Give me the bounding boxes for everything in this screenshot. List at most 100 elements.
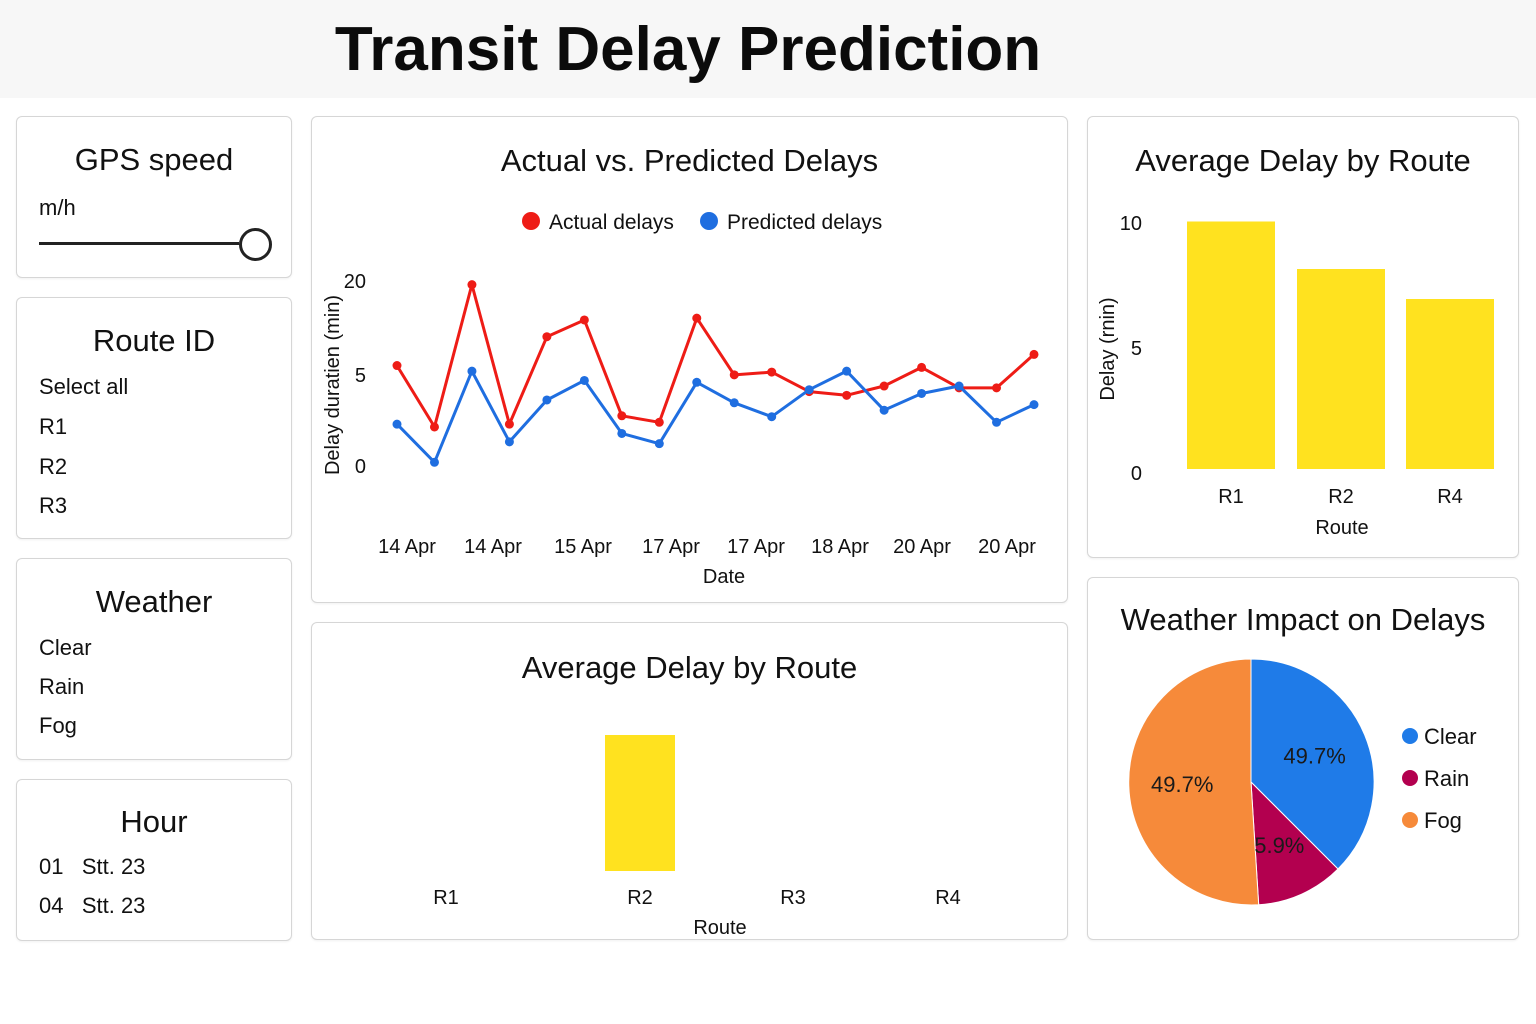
y-tick-label: 0: [355, 456, 366, 478]
data-point-predicted: [879, 405, 889, 415]
route-option-select-all[interactable]: Select all: [39, 374, 129, 399]
weather-option-rain[interactable]: Rain: [39, 674, 85, 699]
legend-actual-marker: [522, 212, 540, 230]
legend-fog-label: Fog: [1424, 808, 1462, 833]
legend-clear-marker: [1402, 728, 1418, 744]
x-tick-label: R4: [1437, 486, 1463, 508]
route-option-r1[interactable]: R1: [39, 414, 68, 439]
x-tick-label: 17 Apr: [642, 536, 700, 558]
data-point-predicted: [917, 388, 927, 398]
legend-predicted-marker: [700, 212, 718, 230]
data-point-actual: [654, 417, 664, 427]
y-tick-label: 5: [355, 365, 366, 387]
pie-chart: 49.7% 5.9% 49.7% Clear Rain Fog: [1128, 658, 1477, 906]
pie-data-label: 49.7%: [1151, 772, 1213, 797]
bar-route-r2: [605, 735, 675, 871]
route-id-title: Route ID: [92, 323, 216, 358]
data-point-actual: [917, 362, 927, 372]
hour-option-label: Stt. 23: [81, 893, 146, 918]
gps-speed-title: GPS speed: [74, 142, 234, 177]
data-point-actual: [579, 315, 589, 325]
data-point-predicted: [392, 419, 402, 429]
x-axis-label: Route: [693, 917, 746, 938]
gps-speed-slider-track[interactable]: [39, 242, 239, 245]
pie-data-label: 5.9%: [1254, 833, 1304, 858]
weather-title: Weather: [95, 584, 213, 619]
bar-chart-route-card: Average Delay by Route 10 5 0 Delay (rni…: [1087, 116, 1519, 558]
hour-option-label: Stt. 23: [81, 854, 146, 879]
weather-option-fog[interactable]: Fog: [39, 713, 77, 738]
page-title: Transit Delay Prediction: [334, 15, 1042, 84]
data-point-predicted: [842, 366, 852, 376]
data-point-predicted: [429, 457, 439, 467]
x-tick-label: 18 Apr: [811, 536, 869, 558]
series-line-actual: [395, 283, 1035, 429]
line-chart-card: Actual vs. Predicted Delays Actual delay…: [311, 116, 1068, 603]
data-point-predicted: [954, 381, 964, 391]
data-point-actual: [729, 370, 739, 380]
x-axis-label: Route: [1315, 517, 1368, 539]
bar-chart-bottom-card: Average Delay by Route R1 R2 R3 R4 Route: [311, 622, 1068, 940]
data-point-predicted: [992, 417, 1002, 427]
hour-option-number: 04: [39, 893, 64, 918]
hour-title: Hour: [120, 804, 188, 839]
y-axis-label: Delay (rnin): [1097, 297, 1119, 400]
data-point-actual: [542, 332, 552, 342]
x-tick-label: 15 Apr: [554, 536, 612, 558]
x-tick-label: R2: [1328, 486, 1354, 508]
x-tick-label: 14 Apr: [378, 536, 436, 558]
weather-option-clear[interactable]: Clear: [39, 635, 92, 660]
data-point-predicted: [729, 398, 739, 408]
data-point-actual: [879, 381, 889, 391]
data-point-predicted: [579, 375, 589, 385]
route-option-r3[interactable]: R3: [39, 493, 68, 518]
x-tick-label: R1: [433, 887, 459, 909]
hour-option[interactable]: 04 Stt. 23: [39, 893, 145, 919]
data-point-actual: [504, 419, 514, 429]
bar-route-r4: [1406, 299, 1494, 469]
hour-option[interactable]: 01 Stt. 23: [39, 854, 145, 880]
gps-speed-slider-handle[interactable]: [239, 228, 272, 261]
pie-chart-card: Weather Impact on Delays 49.7% 5.9% 49.7% …: [1087, 577, 1519, 940]
legend-rain-marker: [1402, 770, 1418, 786]
data-point-predicted: [467, 366, 477, 376]
route-option-r2[interactable]: R2: [39, 454, 68, 479]
pie-slice-clear: [1250, 658, 1375, 870]
bar-chart-bottom-title: Average Delay by Route: [521, 650, 858, 685]
line-chart-title: Actual vs. Predicted Delays: [500, 143, 879, 178]
y-tick-label: 5: [1131, 338, 1142, 360]
legend-clear-label: Clear: [1424, 724, 1477, 749]
data-point-predicted: [504, 437, 514, 447]
data-point-actual: [842, 390, 852, 400]
y-tick-label: 10: [1120, 213, 1142, 235]
weather-card: Weather Clear Rain Fog: [16, 558, 292, 760]
x-tick-label: R4: [935, 887, 961, 909]
data-point-predicted: [654, 439, 664, 449]
data-point-predicted: [767, 412, 777, 422]
hour-card: Hour 01 Stt. 23 04 Stt. 23: [16, 779, 292, 941]
x-tick-label: 14 Apr: [464, 536, 522, 558]
data-point-predicted: [804, 385, 814, 395]
data-point-predicted: [692, 377, 702, 387]
series-line-predicted: [395, 369, 1035, 464]
bar-chart-route-title: Average Delay by Route: [1135, 143, 1471, 178]
data-point-predicted: [1029, 400, 1039, 410]
y-axis-label: Delay duratien (min): [322, 295, 344, 475]
y-tick-label: 0: [1131, 463, 1142, 485]
x-tick-label: 20 Apr: [978, 536, 1036, 558]
x-axis-label: Date: [703, 566, 745, 588]
route-id-card: Route ID Select all R1 R2 R3: [16, 297, 292, 539]
legend-predicted-label: Predicted delays: [727, 211, 882, 234]
bar-route-r2: [1297, 269, 1385, 469]
data-point-predicted: [542, 395, 552, 405]
data-point-actual: [392, 361, 402, 371]
data-point-actual: [1029, 349, 1039, 359]
x-tick-label: R2: [627, 887, 653, 909]
legend-actual-label: Actual delays: [549, 211, 674, 234]
data-point-actual: [992, 383, 1002, 393]
x-tick-label: R3: [780, 887, 806, 909]
pie-data-label: 49.7%: [1283, 744, 1345, 769]
data-point-predicted: [617, 428, 627, 438]
pie-slice-rain: [1250, 780, 1339, 906]
bar-route-r1: [1187, 221, 1275, 469]
